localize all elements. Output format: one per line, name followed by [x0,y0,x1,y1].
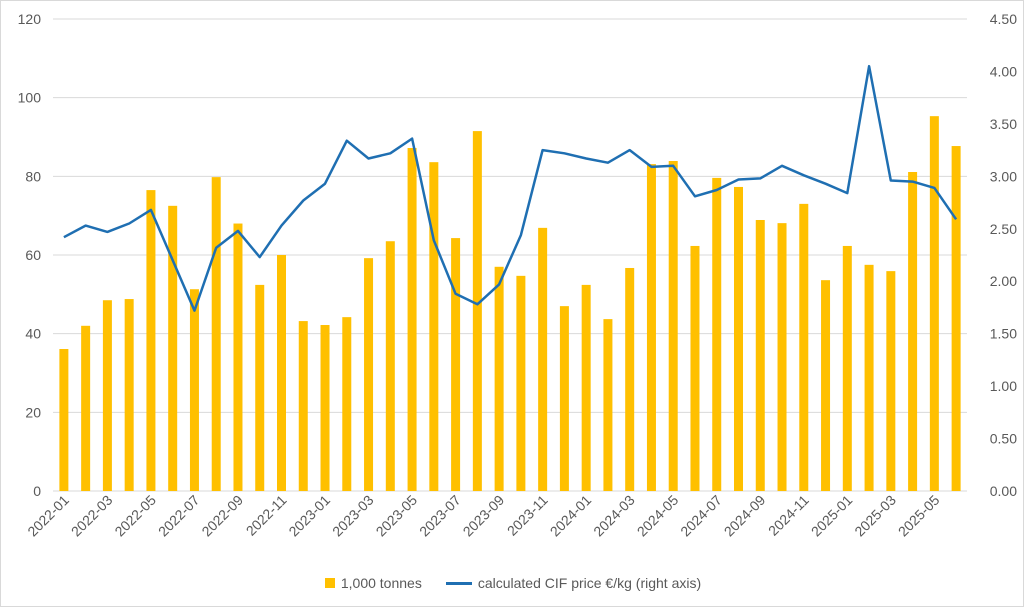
right-axis-tick-label: 2.50 [990,221,1017,237]
x-axis-tick-label: 2024-05 [634,492,682,540]
left-axis-tick-label: 20 [25,404,41,420]
bar-2022-09 [233,223,243,492]
right-axis-tick-label: 0.00 [990,483,1017,499]
price-line [63,64,958,312]
x-axis-tick-label: 2024-07 [677,492,725,540]
left-axis-tick-label: 80 [25,168,41,184]
right-axis-tick-label: 1.50 [990,326,1017,342]
right-axis-tick-label: 4.00 [990,63,1017,79]
x-axis-tick-label: 2022-05 [111,492,159,540]
x-axis-tick-label: 2022-09 [198,492,246,540]
bar-2025-01 [842,245,852,491]
legend-item-tonnes: 1,000 tonnes [324,575,422,591]
bar-2023-06 [429,162,439,491]
right-axis-tick-label: 4.50 [990,11,1017,27]
legend-line-swatch [445,581,472,585]
left-axis-tick-label: 0 [33,483,41,499]
legend-item-price: calculated CIF price €/kg (right axis) [445,575,702,591]
combo-chart: 0 20 40 60 80 100 120 0.00 0.50 1.00 1.50 2.00 2.50 3… [18,11,1018,540]
left-axis-tick-label: 120 [18,11,42,27]
bar-2023-02 [342,317,352,491]
bar-2024-08 [734,186,743,491]
bar-2025-02 [864,264,874,491]
bar-2022-06 [168,205,178,492]
bar-2023-08 [472,131,482,491]
bar-2024-03 [625,267,635,491]
x-axis-tick-label: 2024-01 [547,492,595,540]
legend-bar-swatch [324,578,335,588]
bar-2024-02 [603,319,613,491]
bar-2024-09 [755,219,765,491]
x-axis-tick-label: 2022-03 [68,492,116,540]
bar-2022-10 [255,284,265,491]
x-axis-tick-label: 2022-01 [24,492,72,540]
left-axis-tick-label: 40 [25,326,41,342]
bar-2024-07 [712,177,722,491]
right-axis-tick-label: 2.00 [990,273,1017,289]
legend: 1,000 tonnes calculated CIF price €/kg (… [1,575,1024,591]
bar-2025-04 [908,172,918,492]
bar-2023-07 [451,238,461,491]
bar-2024-10 [777,223,787,491]
bar-2024-01 [581,284,591,491]
x-axis-tick-label: 2024-03 [590,492,638,540]
bar-2024-05 [668,160,678,491]
bar-2025-05 [929,116,939,492]
bar-2022-11 [277,255,286,491]
bar-2023-04 [385,241,395,491]
bar-2023-03 [364,258,374,491]
right-axis-tick-label: 3.50 [990,116,1017,132]
legend-label: 1,000 tonnes [340,575,422,591]
bar-2022-12 [298,321,308,491]
x-axis-tick-label: 2023-05 [373,492,421,540]
x-axis-tick-label: 2025-05 [895,492,943,540]
legend-label: calculated CIF price €/kg (right axis) [477,575,702,591]
left-axis-tick-label: 100 [18,90,42,106]
bar-2023-01 [320,325,330,491]
bar-2024-06 [690,245,700,491]
left-axis-tick-label: 60 [25,247,41,263]
bar-2023-09 [494,266,504,491]
x-axis-tick-label: 2024-11 [765,492,812,539]
x-axis-tick-label: 2023-03 [329,492,377,540]
x-axis-tick-label: 2024-09 [721,492,769,540]
bar-2022-01 [59,349,69,491]
bar-2023-11 [538,227,548,492]
right-axis-tick-label: 1.00 [990,378,1017,394]
x-axis-tick-label: 2022-07 [155,492,203,540]
right-axis-tick-label: 3.00 [990,168,1017,184]
bar-2024-04 [646,164,656,491]
x-axis-tick-label: 2025-03 [851,492,899,540]
bar-2022-07 [189,289,199,491]
x-axis-tick-label: 2023-09 [460,492,508,540]
x-axis-tick-label: 2023-01 [285,492,333,540]
right-axis-tick-label: 0.50 [990,431,1017,447]
bar-2022-08 [211,177,221,491]
bar-2023-10 [516,275,526,491]
bar-2025-03 [886,271,896,491]
bar-2022-02 [81,325,91,491]
bar-2024-12 [821,280,831,491]
bar-2022-04 [124,299,134,491]
x-axis-tick-label: 2022-11 [243,492,290,539]
x-axis-tick-label: 2023-11 [504,492,551,539]
bar-2022-03 [102,300,112,491]
bar-2023-05 [407,148,417,491]
x-axis-tick-label: 2025-01 [808,492,856,540]
bar-2024-11 [799,203,809,491]
bar-2023-12 [559,306,569,491]
x-axis-tick-label: 2023-07 [416,492,464,540]
bar-2022-05 [146,190,156,491]
bar-2025-06 [951,146,961,491]
